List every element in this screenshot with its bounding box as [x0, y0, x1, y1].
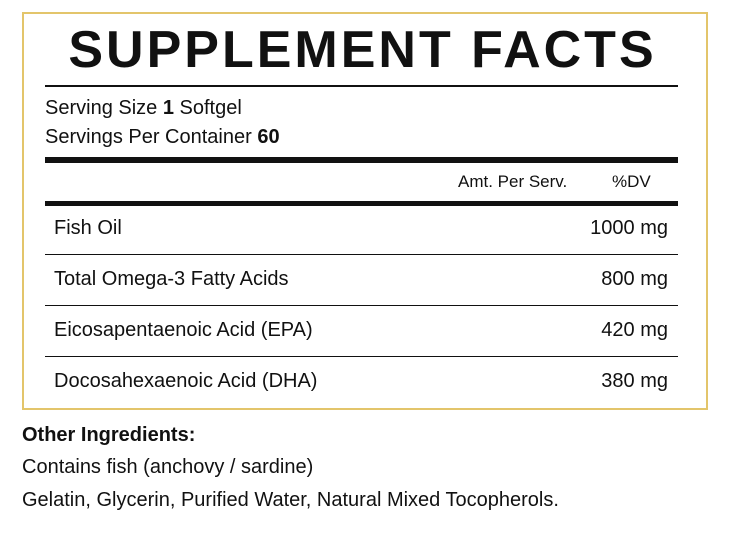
row-divider	[45, 254, 678, 255]
other-ingredients-title: Other Ingredients:	[22, 424, 196, 446]
label-title: SUPPLEMENT FACTS	[68, 21, 657, 79]
row-amount: 1000 mg	[590, 217, 668, 239]
rule	[45, 201, 678, 206]
column-header: Amt. Per Serv.	[458, 172, 568, 191]
row-divider	[45, 356, 678, 357]
rule	[45, 157, 678, 163]
text: 60	[257, 126, 280, 148]
label-border	[22, 12, 708, 410]
row-amount: 800 mg	[601, 268, 668, 290]
ingredient-line: Gelatin, Glycerin, Purified Water, Natur…	[22, 489, 559, 511]
text: Serving Size	[45, 97, 158, 119]
text: Softgel	[179, 97, 242, 119]
serving-size: Serving Size 1 Softgel	[45, 96, 242, 120]
text: 1	[162, 97, 174, 119]
row-name: Total Omega-3 Fatty Acids	[54, 268, 289, 290]
row-amount: 380 mg	[601, 370, 668, 392]
row-name: Fish Oil	[54, 217, 122, 239]
row-name: Docosahexaenoic Acid (DHA)	[54, 370, 318, 392]
rule	[45, 85, 678, 87]
row-name: Eicosapentaenoic Acid (EPA)	[54, 319, 313, 341]
ingredient-line: Contains fish (anchovy / sardine)	[22, 456, 314, 478]
row-divider	[45, 305, 678, 306]
column-header: %DV	[612, 172, 651, 191]
row-amount: 420 mg	[601, 319, 668, 341]
servings-per-container: Servings Per Container 60	[45, 125, 280, 149]
text: Servings Per Container	[45, 126, 252, 148]
